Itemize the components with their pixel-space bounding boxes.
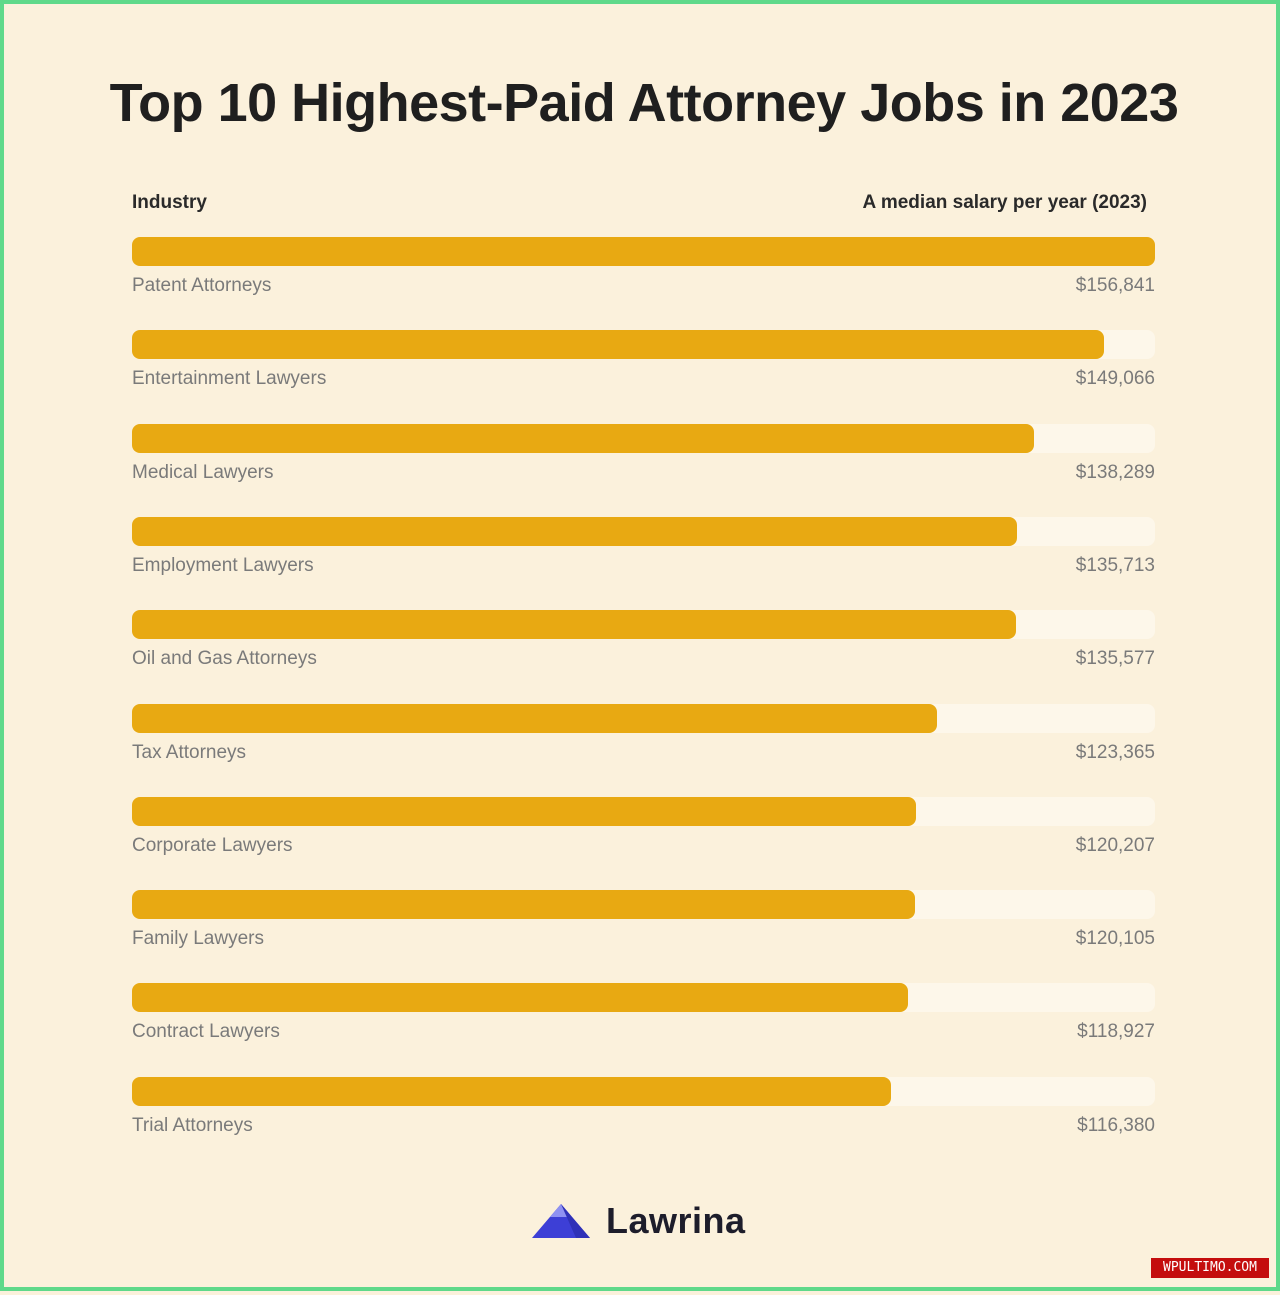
bar-track	[132, 237, 1155, 266]
value-label: $120,207	[1075, 834, 1155, 856]
category-label: Trial Attorneys	[132, 1114, 253, 1136]
category-label: Entertainment Lawyers	[132, 368, 327, 390]
bar-row: Contract Lawyers $118,927	[132, 983, 1155, 1053]
bar	[132, 796, 917, 826]
salary-bar-chart: Patent Attorneys $156,841 Entertainment La…	[132, 4, 1155, 1295]
bar	[132, 330, 1105, 360]
category-label: Oil and Gas Attorneys	[132, 648, 317, 670]
bar-track	[132, 330, 1155, 360]
category-label: Contract Lawyers	[132, 1021, 280, 1043]
category-label: Tax Attorneys	[132, 741, 247, 763]
bar-row: Trial Attorneys $116,380	[132, 1076, 1155, 1147]
watermark: WPULTIMO.COM	[1151, 1258, 1269, 1278]
value-label: $135,577	[1075, 648, 1155, 670]
bar-track	[132, 516, 1155, 546]
bar	[132, 1076, 892, 1106]
logo-text: Lawrina	[606, 1200, 746, 1241]
bar-row: Entertainment Lawyers $149,066	[132, 330, 1155, 400]
industry-column-header: Industry	[132, 192, 207, 213]
bar-row: Tax Attorneys $123,365	[132, 703, 1155, 774]
bar-row: Corporate Lawyers $120,207	[132, 796, 1155, 867]
bar-track	[132, 610, 1155, 640]
bar-row: Medical Lawyers $138,289	[132, 423, 1155, 494]
bar	[132, 890, 916, 920]
value-label: $118,927	[1077, 1021, 1155, 1043]
category-label: Corporate Lawyers	[132, 834, 293, 856]
bar	[132, 610, 1017, 640]
value-label: $135,713	[1075, 554, 1155, 576]
category-label: Medical Lawyers	[132, 461, 274, 483]
page-title: Top 10 Highest-Paid Attorney Jobs in 202…	[109, 73, 1179, 133]
value-label: $120,105	[1075, 928, 1155, 950]
bar-row: Oil and Gas Attorneys $135,577	[132, 610, 1155, 680]
category-label: Family Lawyers	[132, 928, 264, 950]
value-label: $116,380	[1077, 1114, 1155, 1136]
bar	[132, 703, 937, 733]
bar	[132, 237, 1155, 266]
value-label: $149,066	[1075, 368, 1155, 390]
bar-row: Family Lawyers $120,105	[132, 890, 1155, 960]
lawrina-logo: Lawrina	[532, 1196, 746, 1246]
value-label: $123,365	[1075, 741, 1155, 763]
bar-track	[132, 983, 1155, 1013]
bar-track	[132, 890, 1155, 920]
category-label: Employment Lawyers	[132, 554, 314, 576]
bar-track	[132, 703, 1155, 733]
mountain-logo-icon	[532, 1204, 590, 1238]
bar	[132, 423, 1034, 453]
bar-track	[132, 796, 1155, 826]
bar	[132, 516, 1018, 546]
bar	[132, 983, 908, 1013]
bar-row: Employment Lawyers $135,713	[132, 516, 1155, 587]
value-label: $156,841	[1075, 275, 1155, 296]
salary-column-header: A median salary per year (2023)	[862, 192, 1147, 213]
bar-track	[132, 423, 1155, 453]
category-label: Patent Attorneys	[132, 275, 272, 296]
value-label: $138,289	[1075, 461, 1155, 483]
bar-track	[132, 1076, 1155, 1106]
bar-row: Patent Attorneys $156,841	[132, 237, 1155, 307]
